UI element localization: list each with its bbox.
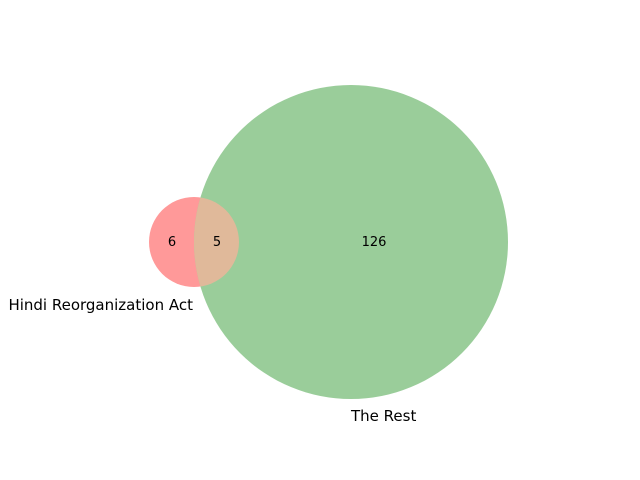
set-b-label: The Rest [350, 407, 416, 425]
set-b-only-count: 126 [362, 235, 387, 250]
set-a-label: Hindi Reorganization Act [8, 296, 193, 314]
intersection-count: 5 [213, 235, 221, 250]
set-a-only-count: 6 [168, 235, 176, 250]
set-b-circle [194, 85, 508, 399]
